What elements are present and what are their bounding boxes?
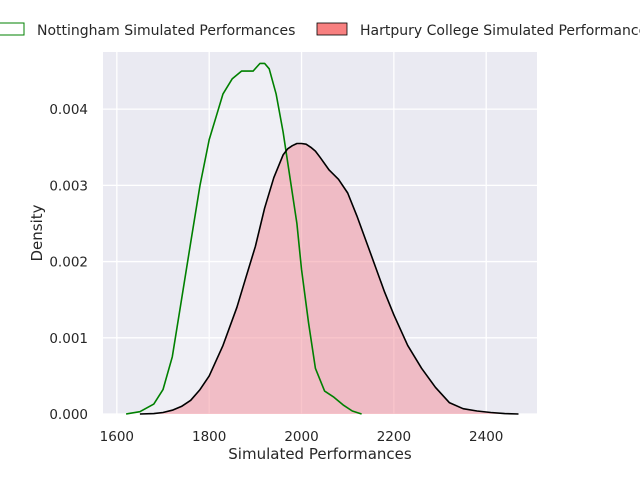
legend-label-hartpury: Hartpury College Simulated Performances [360,23,640,39]
legend-label-nottingham: Nottingham Simulated Performances [37,23,295,39]
y-tick-label: 0.003 [49,178,88,194]
x-tick-label: 2000 [284,429,318,445]
y-axis-label: Density [28,204,46,261]
legend-swatch-hartpury [316,22,348,36]
y-tick-label: 0.000 [49,407,88,423]
series-line-0 [125,62,362,415]
y-tick-label: 0.002 [49,255,88,271]
series-area-1 [139,143,519,414]
x-axis-label: Simulated Performances [228,445,412,463]
x-tick-label: 2200 [377,429,411,445]
x-tick-label: 1800 [192,429,226,445]
series-layer [125,62,519,415]
y-tick-label: 0.001 [49,331,88,347]
series-line-1 [139,142,519,415]
y-tick-labels: 0.000 0.001 0.002 0.003 0.004 [49,102,88,423]
y-tick-label: 0.004 [49,102,88,118]
x-tick-label: 1600 [100,429,134,445]
legend-swatch-nottingham [0,22,25,36]
legend: Nottingham Simulated Performances Hartpu… [0,22,640,39]
x-tick-labels: 1600 1800 2000 2200 2400 [100,429,504,445]
x-tick-label: 2400 [469,429,503,445]
